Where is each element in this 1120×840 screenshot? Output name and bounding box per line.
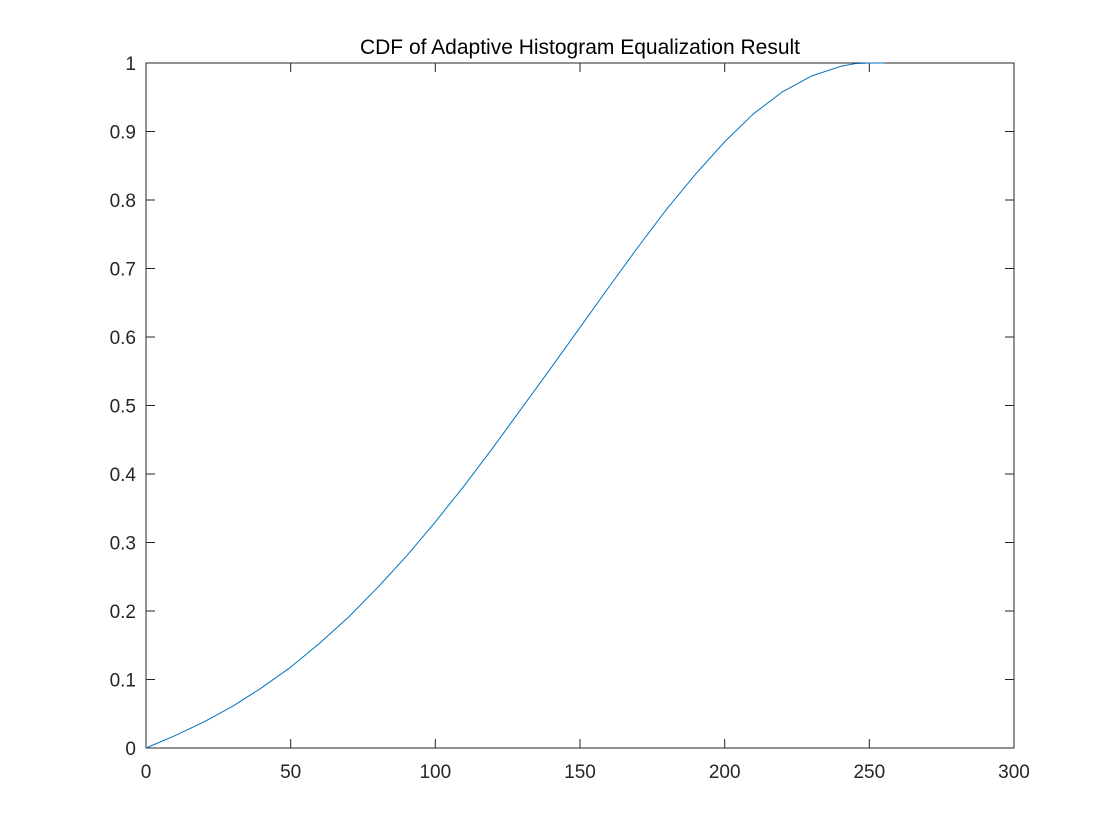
x-tick-label: 150 [564,762,596,783]
series-line [145,62,885,749]
x-tick-label: 200 [709,762,741,783]
axes-box [145,62,1015,749]
y-tick-label: 0 [125,739,136,760]
x-tick-label: 300 [998,762,1030,783]
y-tick-label: 0.4 [110,465,137,486]
y-tick-label: 0.1 [110,671,136,692]
y-tick-label: 0.8 [110,191,136,212]
tick-labels: 0 50 100 150 200 250 300 0 0.1 0.2 0.3 0.4 0.5 0.6 0.7… [110,54,1030,783]
series-layer [145,62,885,749]
x-tick-label: 250 [853,762,885,783]
x-tick-label: 100 [419,762,451,783]
axes [145,62,1015,749]
y-tick-label: 0.3 [110,534,136,555]
chart-title: CDF of Adaptive Histogram Equalization R… [360,36,800,59]
x-tick-label: 50 [280,762,301,783]
y-tick-label: 0.5 [110,397,136,418]
y-tick-label: 0.2 [110,602,136,623]
y-tick-label: 0.7 [110,260,136,281]
y-tick-label: 0.9 [110,123,136,144]
y-tick-label: 1 [125,54,136,75]
ticks [145,62,1015,749]
y-tick-label: 0.6 [110,328,136,349]
x-tick-label: 0 [141,762,152,783]
